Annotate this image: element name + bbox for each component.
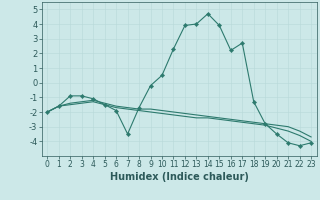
X-axis label: Humidex (Indice chaleur): Humidex (Indice chaleur) [110, 172, 249, 182]
